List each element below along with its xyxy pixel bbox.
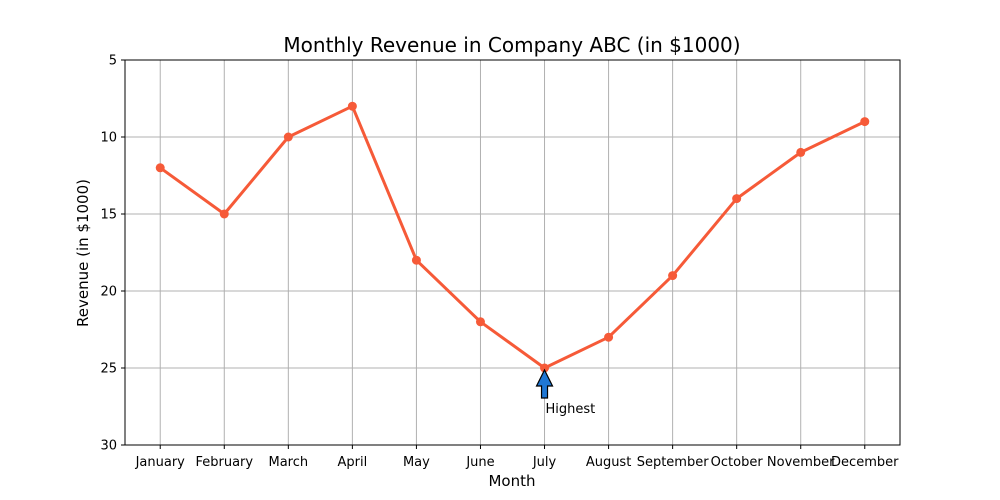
x-axis-label: Month	[488, 472, 535, 490]
y-tick-label: 25	[100, 362, 117, 377]
x-tick-label: July	[532, 455, 557, 470]
annotation-label: Highest	[546, 402, 596, 417]
y-axis-label: Revenue (in $1000)	[74, 179, 92, 327]
plot-frame	[124, 59, 901, 446]
series-line	[159, 104, 866, 370]
x-tick-label: March	[269, 455, 309, 470]
grid-lines	[125, 59, 900, 446]
data-point	[283, 132, 293, 142]
x-tick-label: August	[586, 455, 632, 470]
data-point	[347, 101, 357, 111]
data-point	[219, 209, 229, 219]
annotations: Highest	[535, 368, 596, 417]
x-tick-label: April	[338, 455, 368, 470]
data-point	[604, 332, 614, 342]
x-tick-label: June	[465, 455, 494, 470]
x-tick-label: December	[831, 455, 899, 470]
chart-title: Monthly Revenue in Company ABC (in $1000…	[283, 33, 740, 57]
x-tick-label: January	[135, 455, 186, 470]
x-tick-label: February	[195, 455, 253, 470]
y-tick-label: 20	[100, 285, 117, 300]
data-point	[796, 147, 806, 157]
x-tick-label: September	[637, 455, 710, 470]
data-point	[155, 163, 165, 173]
x-tick-label: November	[767, 455, 835, 470]
x-axis-ticks: January February March April May June July Augu…	[135, 445, 899, 470]
y-tick-label: 5	[109, 54, 117, 69]
data-point	[732, 194, 742, 204]
y-axis-ticks: 5 10 15 20 25 30	[100, 54, 125, 454]
data-point	[540, 363, 550, 373]
x-tick-label: May	[403, 455, 430, 470]
data-point	[475, 317, 485, 327]
data-point	[411, 255, 421, 265]
data-point	[668, 271, 678, 281]
y-tick-label: 30	[100, 439, 117, 454]
annotation-arrow	[535, 368, 554, 399]
data-point	[860, 117, 870, 127]
y-tick-label: 15	[100, 208, 117, 223]
x-tick-label: October	[711, 455, 764, 470]
y-tick-label: 10	[100, 131, 117, 146]
series-line-group	[155, 101, 870, 373]
